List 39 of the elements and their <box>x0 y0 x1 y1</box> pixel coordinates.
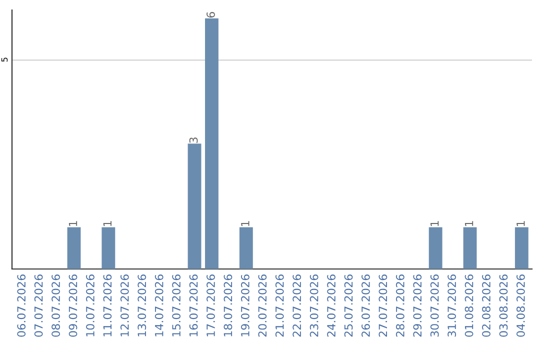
x-tick-label: 24.07.2026 <box>327 274 336 337</box>
x-tick-label: 02.08.2026 <box>482 274 490 337</box>
y-tick-label: 5 <box>1 58 8 62</box>
x-tick-label: 15.07.2026 <box>172 274 181 336</box>
x-tick-label: 30.07.2026 <box>430 274 439 337</box>
x-tick-label: 07.07.2026 <box>34 274 43 337</box>
x-tick-label: 04.08.2026 <box>516 274 525 337</box>
x-tick-label: 12.07.2026 <box>120 274 129 336</box>
x-tick-label: 14.07.2026 <box>154 274 164 336</box>
data-label: 1 <box>430 221 439 226</box>
x-tick-label: 18.07.2026 <box>224 274 232 336</box>
data-label: 1 <box>241 221 250 226</box>
data-label: 3 <box>189 138 198 143</box>
x-tick-label: 01.08.2026 <box>464 274 474 337</box>
x-tick-label: 28.07.2026 <box>396 274 404 337</box>
x-tick-label: 16.07.2026 <box>189 274 198 336</box>
x-tick-label: 11.07.2026 <box>103 274 112 336</box>
x-tick-label: 06.07.2026 <box>17 274 26 337</box>
x-tick-label: 22.07.2026 <box>292 274 302 337</box>
x-tick-label: 13.07.2026 <box>138 274 146 336</box>
data-label: 1 <box>516 221 525 226</box>
x-tick-label: 31.07.2026 <box>448 274 456 337</box>
x-tick-label: 08.07.2026 <box>52 274 60 337</box>
x-tick-label: 20.07.2026 <box>258 274 267 337</box>
x-tick-label: 25.07.2026 <box>344 274 353 337</box>
x-tick-label: 29.07.2026 <box>413 274 422 337</box>
x-tick-label: 03.08.2026 <box>499 274 508 337</box>
x-tick-label: 27.07.2026 <box>378 274 388 337</box>
data-label: 6 <box>206 12 215 18</box>
x-tick-label: 26.07.2026 <box>362 274 370 337</box>
x-tick-label: 17.07.2026 <box>206 274 215 336</box>
x-tick-label: 19.07.2026 <box>240 274 250 336</box>
data-label: 1 <box>464 221 474 226</box>
x-tick-label: 23.07.2026 <box>310 274 318 337</box>
x-tick-label: 10.07.2026 <box>86 274 94 336</box>
data-label: 1 <box>68 221 78 226</box>
x-tick-label: 09.07.2026 <box>68 274 78 337</box>
data-label: 1 <box>103 221 112 226</box>
x-tick-label: 21.07.2026 <box>275 274 284 337</box>
